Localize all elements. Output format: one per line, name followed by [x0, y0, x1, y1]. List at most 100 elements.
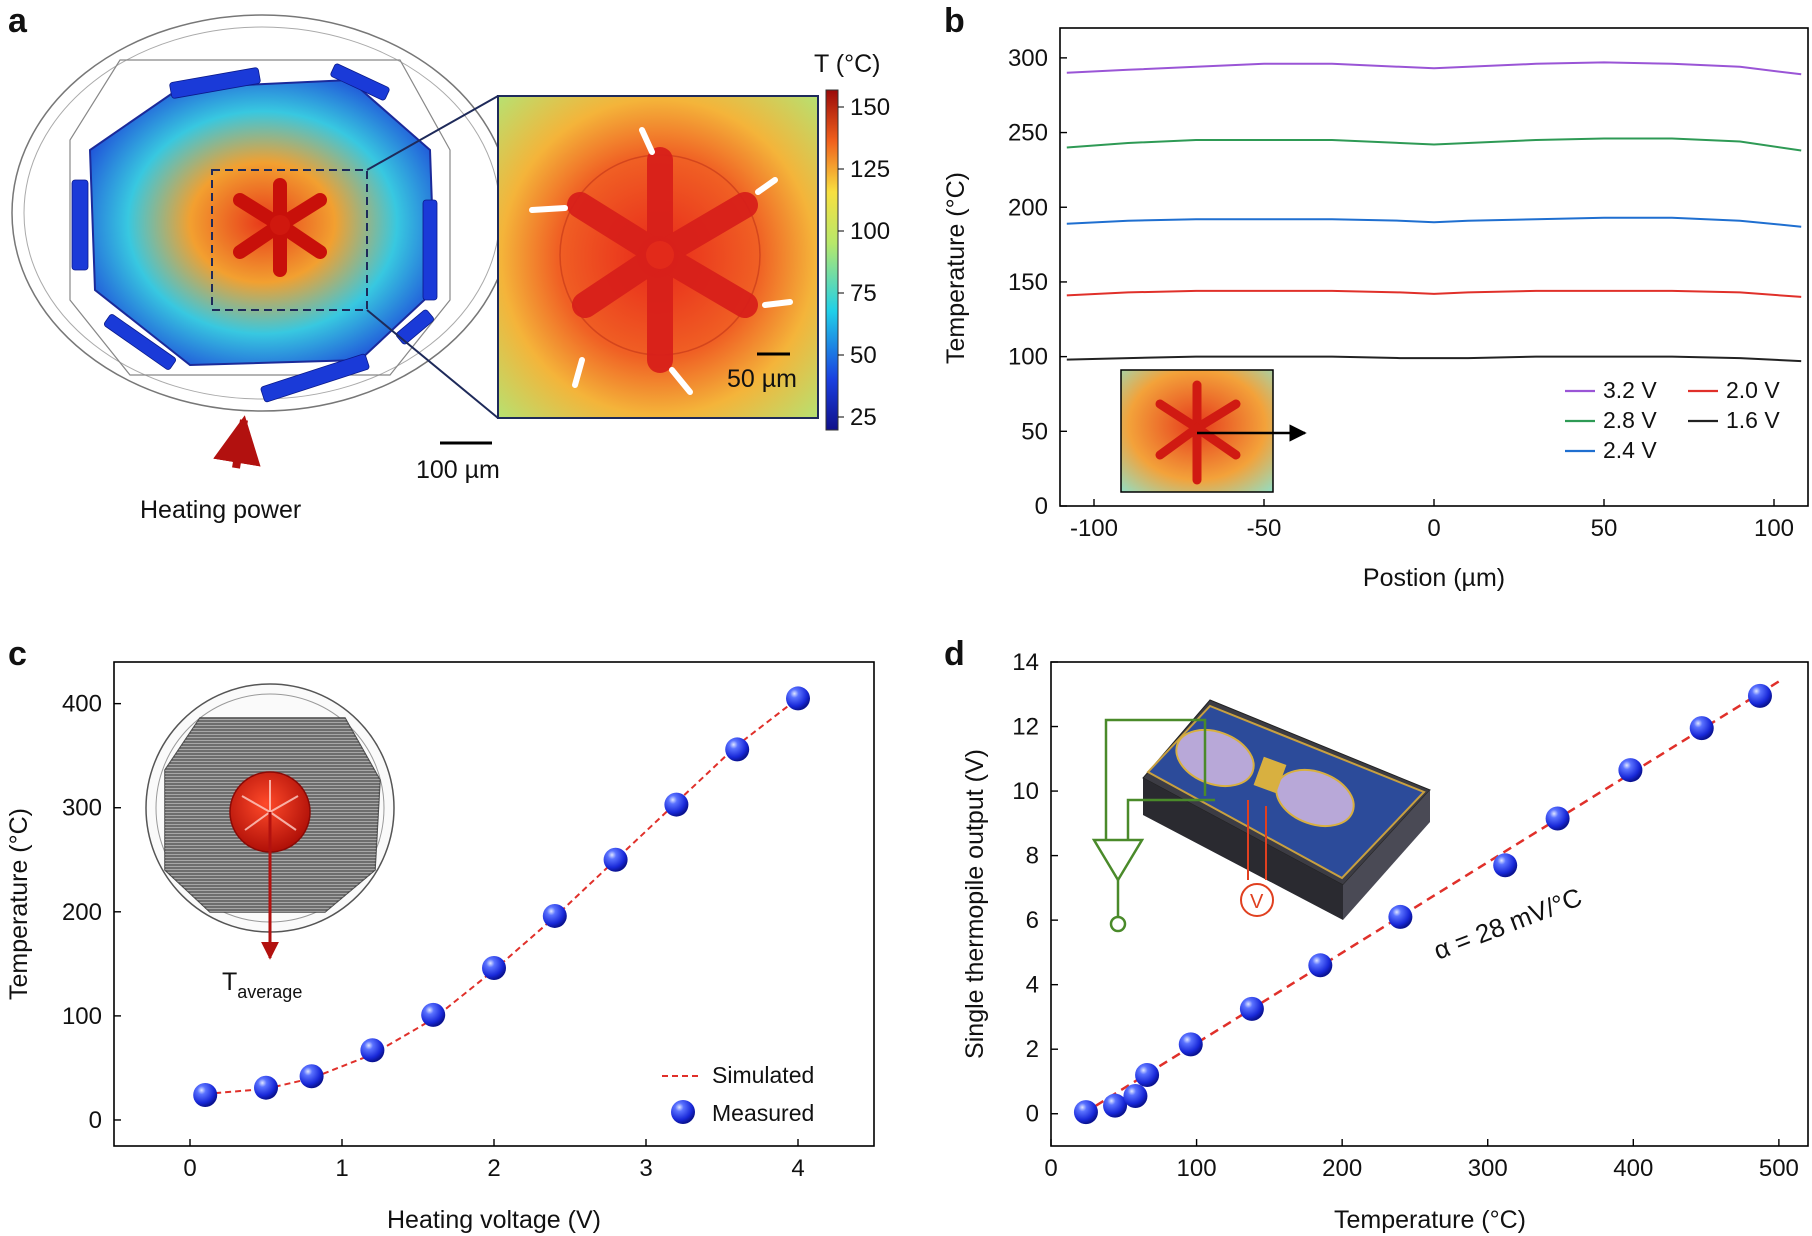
measured-point	[1123, 1083, 1148, 1108]
x-tick-label: 400	[1613, 1155, 1653, 1182]
zoom-line-bottom	[366, 309, 499, 419]
measured-point	[1493, 853, 1518, 878]
y-tick-label: 200	[1008, 194, 1048, 221]
y-tick-label: 2	[1026, 1036, 1039, 1063]
voltmeter-label: V	[1250, 891, 1264, 913]
measured-point	[360, 1038, 385, 1063]
panel-d-label: d	[944, 635, 965, 673]
chart-c-measured-points	[193, 686, 810, 1107]
x-tick-label: 3	[639, 1155, 652, 1182]
measured-point	[1618, 758, 1643, 783]
y-tick-label: 0	[89, 1107, 102, 1134]
series-line-2-4-V	[1066, 216, 1802, 228]
scale-bar-small-label: 50 µm	[727, 365, 797, 393]
y-tick-label: 300	[62, 795, 102, 822]
chart-d-inset: V	[1091, 699, 1431, 933]
measured-point	[1178, 1032, 1203, 1057]
zoom-spokes	[567, 147, 758, 373]
chart-c-ticks: 0 1 2 3 4 0 100 200 300 400	[62, 691, 805, 1182]
chart-d-ylabel: Single thermopile output (V)	[961, 749, 989, 1059]
x-tick-label: 50	[1591, 515, 1618, 542]
y-tick-label: 200	[62, 899, 102, 926]
y-tick-label: 250	[1008, 120, 1048, 147]
measured-point	[1239, 996, 1264, 1021]
y-tick-label: 14	[1012, 649, 1039, 676]
legend-label: 1.6 V	[1726, 407, 1780, 433]
measured-point	[1747, 683, 1772, 708]
colorbar-tick: 75	[850, 280, 877, 307]
legend-label: 2.8 V	[1603, 407, 1657, 433]
panel-d: d 0 100 200 300 400 500 0 2 4 6 8 10 12 14 V α = 28 m…	[944, 635, 1809, 1234]
colorbar-tick: 25	[850, 404, 877, 431]
contact-pads	[71, 63, 438, 403]
chart-c-inset: Taverage	[145, 683, 395, 1002]
zoom-line-top	[366, 95, 499, 171]
chart-b-xlabel: Postion (µm)	[1363, 564, 1505, 592]
panel-a-label: a	[8, 2, 28, 40]
zoom-center	[646, 241, 674, 269]
legend-measured-swatch	[671, 1100, 695, 1124]
measured-point	[725, 737, 750, 762]
chart-d-alpha-annotation: α = 28 mV/°C	[1429, 882, 1586, 966]
y-tick-label: 10	[1012, 778, 1039, 805]
x-tick-label: 0	[1427, 515, 1440, 542]
chart-c-xlabel: Heating voltage (V)	[387, 1206, 601, 1234]
chart-d-ticks: 0 100 200 300 400 500 0 2 4 6 8 10 12 14	[1012, 649, 1799, 1182]
measured-point	[786, 686, 810, 711]
chart-c-ylabel: Temperature (°C)	[5, 808, 33, 1000]
scale-bar-large-label: 100 µm	[416, 456, 500, 484]
legend-simulated-label: Simulated	[712, 1062, 814, 1088]
y-tick-label: 150	[1008, 269, 1048, 296]
chart-d-measured-points	[1073, 683, 1772, 1125]
heating-power-arrow	[213, 415, 261, 469]
x-tick-label: -100	[1070, 515, 1118, 542]
measured-point	[1545, 806, 1570, 831]
measured-point	[1308, 953, 1333, 978]
measured-point	[1689, 716, 1714, 741]
measured-point	[603, 847, 628, 872]
measured-point	[254, 1075, 278, 1100]
legend-label: 2.0 V	[1726, 377, 1780, 403]
colorbar-title: T (°C)	[814, 50, 880, 78]
heater-center	[270, 215, 290, 235]
x-tick-label: 0	[183, 1155, 196, 1182]
measured-point	[193, 1082, 218, 1107]
series-line-1-6-V	[1066, 355, 1802, 363]
colorbar-tick: 150	[850, 94, 890, 121]
measured-point	[421, 1002, 446, 1027]
legend-label: 2.4 V	[1603, 437, 1657, 463]
y-tick-label: 4	[1026, 972, 1039, 999]
x-tick-label: 1	[335, 1155, 348, 1182]
measured-point	[482, 956, 506, 981]
y-tick-label: 6	[1026, 907, 1039, 934]
y-tick-label: 8	[1026, 843, 1039, 870]
measured-point	[542, 903, 567, 928]
device-frame	[69, 59, 451, 376]
panel-b: b -100 -50 0 50 100 0 50 100 150 200 250 300 3.2 V 2…	[942, 2, 1809, 592]
panel-b-label: b	[944, 2, 965, 40]
x-tick-label: 4	[791, 1155, 804, 1182]
measured-point	[299, 1064, 324, 1089]
panel-a: a He	[8, 2, 890, 524]
series-line-2-8-V	[1066, 137, 1802, 152]
zoom-slots	[529, 127, 793, 395]
y-tick-label: 0	[1035, 493, 1048, 520]
chart-b-legend: 3.2 V 2.8 V 2.4 V 2.0 V 1.6 V	[1565, 377, 1780, 463]
series-line-2-0-V	[1066, 289, 1802, 298]
x-tick-label: 300	[1468, 1155, 1508, 1182]
colorbar-tick: 125	[850, 156, 890, 183]
x-tick-label: 100	[1177, 1155, 1217, 1182]
x-tick-label: -50	[1247, 515, 1282, 542]
chart-b-inset	[1120, 369, 1307, 493]
x-tick-label: 2	[487, 1155, 500, 1182]
measured-point	[1388, 904, 1413, 929]
heating-power-label: Heating power	[140, 496, 301, 524]
chart-b-ticks: -100 -50 0 50 100 0 50 100 150 200 250 300	[1008, 45, 1794, 542]
measured-point	[1135, 1063, 1160, 1088]
colorbar-ticks: 150 125 100 75 50 25	[838, 94, 890, 431]
measured-point	[1073, 1100, 1098, 1125]
colorbar-tick: 100	[850, 218, 890, 245]
y-tick-label: 100	[62, 1003, 102, 1030]
y-tick-label: 400	[62, 691, 102, 718]
colorbar	[825, 89, 839, 431]
